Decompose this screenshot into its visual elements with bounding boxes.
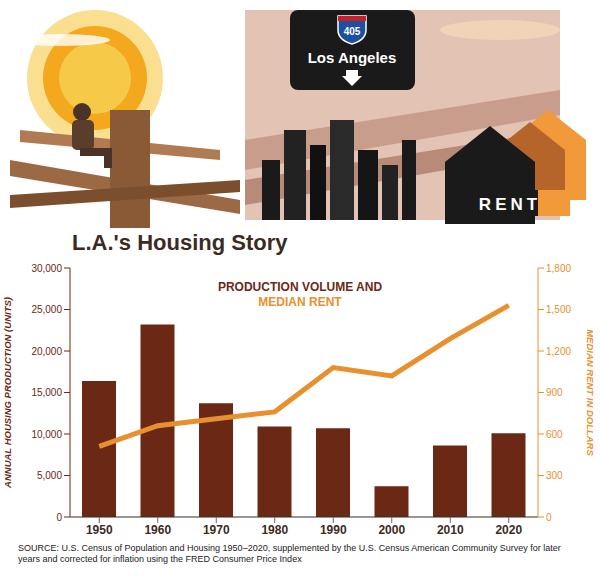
svg-text:25,000: 25,000 — [31, 304, 62, 315]
svg-text:1,200: 1,200 — [546, 346, 571, 357]
svg-text:2020: 2020 — [495, 523, 522, 537]
svg-text:20,000: 20,000 — [31, 346, 62, 357]
html-text:SOURCE: U.S. Census of Populat: SOURCE: U.S. Census of Population and Ho… — [18, 543, 561, 564]
svg-text:900: 900 — [546, 387, 563, 398]
svg-text:1,800: 1,800 — [546, 263, 571, 274]
svg-text:1980: 1980 — [261, 523, 288, 537]
svg-text:Los Angeles: Los Angeles — [308, 49, 397, 66]
svg-text:15,000: 15,000 — [31, 387, 62, 398]
html-text:MEDIAN RENT: MEDIAN RENT — [258, 295, 342, 309]
svg-text:0: 0 — [56, 512, 62, 523]
svg-text:RENT: RENT — [479, 195, 541, 214]
html-text:L.A.'s Housing Story: L.A.'s Housing Story — [72, 230, 288, 255]
svg-text:600: 600 — [546, 429, 563, 440]
html-text:PRODUCTION VOLUME AND: PRODUCTION VOLUME AND — [217, 280, 383, 294]
svg-text:2010: 2010 — [437, 523, 464, 537]
svg-text:ANNUAL HOUSING PRODUCTION (UNI: ANNUAL HOUSING PRODUCTION (UNITS) — [2, 297, 13, 489]
svg-text:1960: 1960 — [144, 523, 171, 537]
svg-text:30,000: 30,000 — [31, 263, 62, 274]
svg-text:300: 300 — [546, 470, 563, 481]
svg-text:MEDIAN RENT IN DOLLARS: MEDIAN RENT IN DOLLARS — [585, 329, 596, 456]
svg-text:10,000: 10,000 — [31, 429, 62, 440]
svg-text:405: 405 — [344, 26, 361, 37]
svg-text:1970: 1970 — [203, 523, 230, 537]
svg-text:1950: 1950 — [86, 523, 113, 537]
svg-text:0: 0 — [546, 512, 552, 523]
svg-text:2000: 2000 — [378, 523, 405, 537]
svg-text:1,500: 1,500 — [546, 304, 571, 315]
svg-text:1990: 1990 — [320, 523, 347, 537]
svg-text:5,000: 5,000 — [37, 470, 62, 481]
